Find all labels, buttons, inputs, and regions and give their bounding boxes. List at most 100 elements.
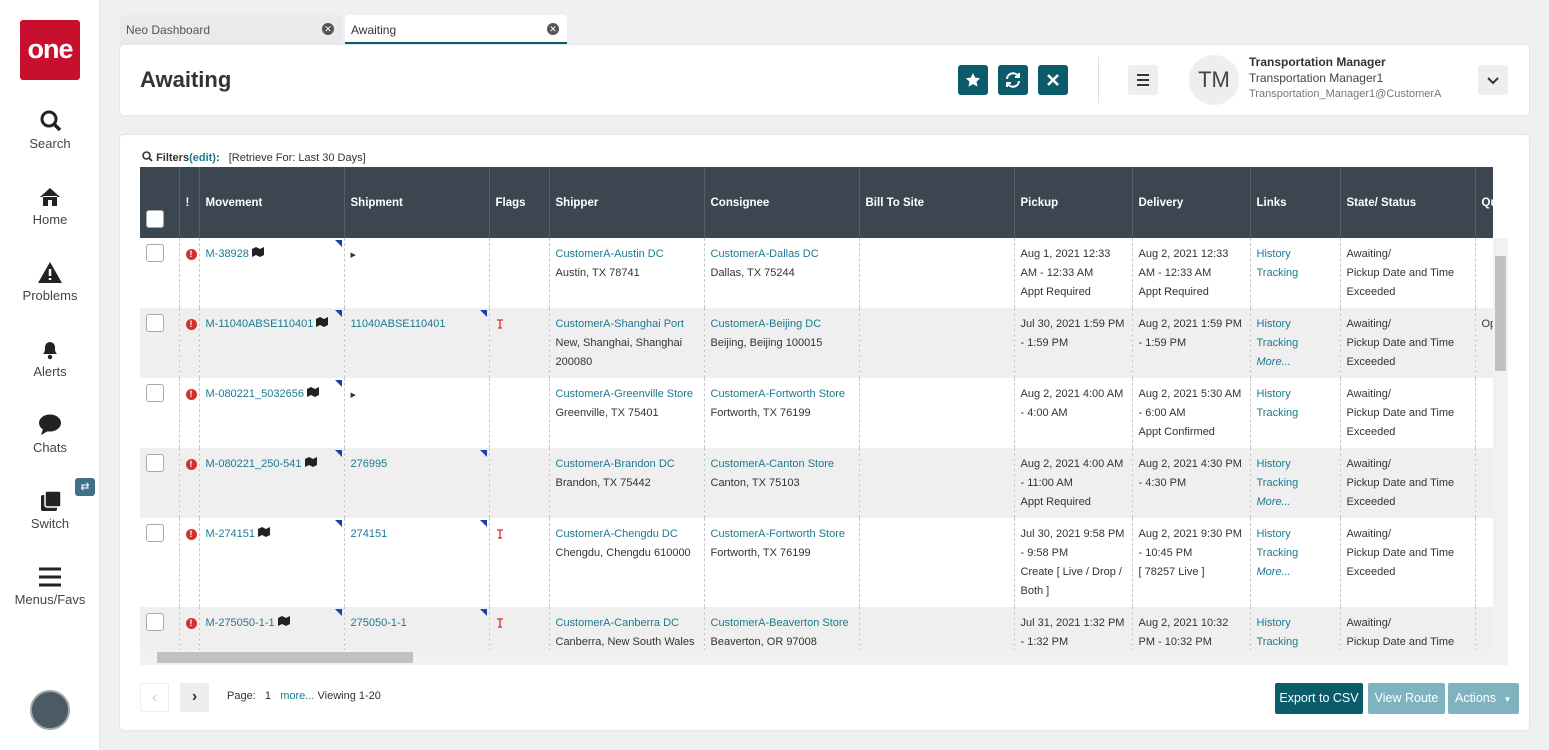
close-button[interactable] [1038, 65, 1068, 95]
consignee-address: Fortworth, TX 76199 [710, 547, 811, 559]
link[interactable]: History [1256, 617, 1291, 629]
nav-label[interactable]: Menus/Favs [14, 592, 86, 607]
link[interactable]: Tracking [1256, 636, 1299, 648]
link[interactable]: History [1256, 458, 1291, 470]
movement-link[interactable]: M-275050-1-1 [205, 617, 275, 629]
link[interactable]: More... [1256, 356, 1291, 368]
tab-label[interactable]: Neo Dashboard [126, 23, 211, 37]
next-page[interactable]: › [180, 683, 209, 712]
link[interactable]: More... [1256, 566, 1291, 578]
nav-item[interactable]: Home [0, 184, 100, 227]
consignee-link[interactable]: CustomerA-Dallas DC [710, 248, 819, 260]
column-header[interactable]: Movement [199, 167, 345, 238]
tab[interactable]: Neo Dashboard ✕ [120, 15, 342, 44]
movement-link[interactable]: M-080221_5032656 [205, 388, 304, 400]
link[interactable]: Tracking [1256, 547, 1299, 559]
favorite-button[interactable] [958, 65, 988, 95]
consignee-link[interactable]: CustomerA-Beijing DC [710, 318, 822, 330]
more-pages[interactable]: more... [280, 690, 315, 702]
consignee-address: Fortworth, TX 76199 [710, 407, 811, 419]
shipper-link[interactable]: CustomerA-Austin DC [555, 248, 664, 260]
shipment-link[interactable]: 11040ABSE110401 [350, 318, 446, 330]
column-header[interactable]: Links [1250, 167, 1341, 238]
consignee-link[interactable]: CustomerA-Beaverton Store [710, 617, 849, 629]
column-header[interactable]: State/ Status [1340, 167, 1476, 238]
v-scrollbar[interactable] [1493, 238, 1508, 650]
switch-badge[interactable]: ⇄ [75, 478, 95, 496]
nav-label[interactable]: Chats [33, 440, 67, 455]
view-route-button[interactable]: View Route [1368, 683, 1445, 714]
row-select[interactable] [140, 378, 180, 448]
movement-link[interactable]: M-080221_250-541 [205, 458, 302, 470]
data-row: ! M-080221_250-541 276995 CustomerA-Brando… [140, 448, 1493, 518]
avatar[interactable] [30, 690, 70, 730]
nav-label[interactable]: Search [29, 136, 71, 151]
status-line: Pickup Date and Time Exceeded [1346, 636, 1455, 648]
nav-item[interactable]: Menus/Favs [0, 564, 100, 607]
consignee-link[interactable]: CustomerA-Fortworth Store [710, 388, 845, 400]
user-menu[interactable] [1478, 65, 1508, 95]
shipment-link[interactable]: 276995 [350, 458, 388, 470]
link[interactable]: History [1256, 318, 1291, 330]
consignee-link[interactable]: CustomerA-Fortworth Store [710, 528, 845, 540]
link[interactable]: Tracking [1256, 477, 1299, 489]
movement-link[interactable]: M-11040ABSE110401 [205, 318, 314, 330]
movement-link[interactable]: M-274151 [205, 528, 256, 540]
actions-label[interactable]: Actions [1455, 691, 1496, 705]
nav-label[interactable]: Alerts [33, 364, 67, 379]
column-header[interactable]: Shipper [549, 167, 705, 238]
actions-button[interactable]: Actions ▼ [1448, 683, 1519, 714]
shipper-link[interactable]: CustomerA-Chengdu DC [555, 528, 678, 540]
tab-label[interactable]: Awaiting [351, 23, 397, 37]
link[interactable]: Tracking [1256, 337, 1299, 349]
link[interactable]: Tracking [1256, 267, 1299, 279]
row-select[interactable] [140, 448, 180, 518]
column-header[interactable]: Bill To Site [859, 167, 1015, 238]
user-initials[interactable]: TM [1189, 55, 1239, 105]
h-scrollbar[interactable] [140, 650, 1508, 665]
filters-edit[interactable]: (edit) [189, 152, 216, 164]
logo[interactable]: one [20, 20, 80, 80]
column-header[interactable]: Consignee [704, 167, 860, 238]
shipper-link[interactable]: CustomerA-Greenville Store [555, 388, 694, 400]
nav-label[interactable]: Home [32, 212, 68, 227]
link[interactable]: More... [1256, 496, 1291, 508]
row-select[interactable] [140, 607, 180, 650]
nav-item[interactable]: Search [0, 108, 100, 151]
quote-cell [1475, 448, 1493, 518]
shipment-link[interactable]: 274151 [350, 528, 388, 540]
nav-label[interactable]: Problems [22, 288, 78, 303]
column-header[interactable]: Delivery [1132, 167, 1251, 238]
column-header[interactable]: Flags [489, 167, 550, 238]
links-cell: History Tracking More... [1250, 448, 1341, 518]
shipper-link[interactable]: CustomerA-Canberra DC [555, 617, 679, 629]
nav-label[interactable]: Switch [30, 516, 70, 531]
export-button[interactable]: Export to CSV [1275, 683, 1363, 714]
movement-link[interactable]: M-38928 [205, 248, 249, 260]
shipment-link[interactable]: 275050-1-1 [350, 617, 407, 629]
nav-item[interactable]: Chats [0, 412, 100, 455]
column-header[interactable]: Shipment [344, 167, 490, 238]
link[interactable]: Tracking [1256, 407, 1299, 419]
row-select[interactable] [140, 238, 180, 308]
link[interactable]: History [1256, 528, 1291, 540]
prev-page[interactable]: ‹ [140, 683, 169, 712]
select-all[interactable] [140, 167, 180, 238]
column-header[interactable]: ! [179, 167, 200, 238]
shipper-link[interactable]: CustomerA-Shanghai Port [555, 318, 684, 330]
shipper-link[interactable]: CustomerA-Brandon DC [555, 458, 675, 470]
pickup-line: Appt Required [1020, 286, 1091, 298]
column-header[interactable]: Quot [1475, 167, 1493, 238]
link[interactable]: History [1256, 388, 1291, 400]
nav-item[interactable]: Switch ⇄ [0, 478, 100, 531]
row-select[interactable] [140, 518, 180, 607]
column-header[interactable]: Pickup [1014, 167, 1133, 238]
nav-item[interactable]: Alerts [0, 336, 100, 379]
tab[interactable]: Awaiting ✕ [345, 15, 567, 44]
nav-item[interactable]: Problems [0, 260, 100, 303]
consignee-link[interactable]: CustomerA-Canton Store [710, 458, 835, 470]
row-select[interactable] [140, 308, 180, 378]
refresh-button[interactable] [998, 65, 1028, 95]
menu-button[interactable] [1128, 65, 1158, 95]
link[interactable]: History [1256, 248, 1291, 260]
